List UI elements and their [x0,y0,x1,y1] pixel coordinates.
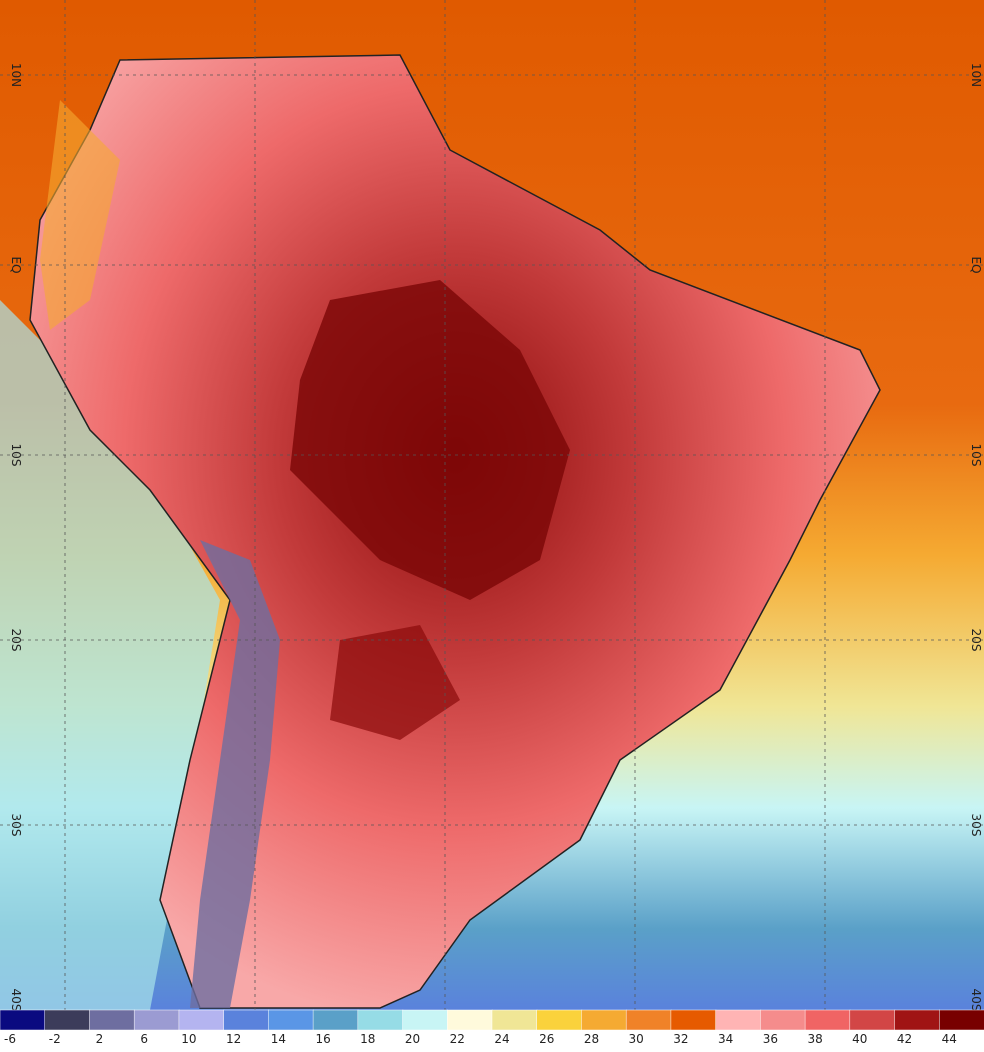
legend-label: 24 [494,1032,509,1046]
lat-label: EQ [969,256,983,273]
legend-label: 32 [673,1032,688,1046]
lat-label: 10N [9,63,23,87]
legend-label: 22 [450,1032,465,1046]
legend-label: 30 [629,1032,644,1046]
legend-swatch [178,1009,225,1031]
legend-swatch [581,1009,627,1031]
legend-label: 42 [897,1032,912,1046]
lat-label: 30S [969,814,983,837]
legend-label: -6 [4,1032,16,1046]
legend-label: 36 [763,1032,778,1046]
legend-swatch [312,1009,359,1031]
graticule [0,0,984,1010]
pacific-cool [0,300,220,1010]
legend-swatch [268,1009,314,1031]
legend-label: 18 [360,1032,375,1046]
lat-label: 20S [9,629,23,652]
legend-swatch [89,1009,135,1031]
lat-label: 10N [969,63,983,87]
legend-swatch [804,1009,851,1031]
lat-label: 40S [9,989,23,1012]
hot-south [330,625,460,740]
legend-swatch [849,1009,896,1031]
lat-label: 40S [969,989,983,1012]
legend-label: 26 [539,1032,554,1046]
lat-label: 20S [969,629,983,652]
legend-swatch [939,1009,984,1031]
lat-label: 30S [9,814,23,837]
legend-swatch [223,1009,270,1031]
andes-north [40,100,120,330]
legend-swatch [44,1009,91,1031]
legend-swatch [760,1009,806,1031]
legend-swatch [447,1009,493,1031]
legend-label: 38 [807,1032,822,1046]
andes [190,540,280,1008]
legend-label: 20 [405,1032,420,1046]
legend-swatch [894,1009,941,1031]
legend-label: 6 [140,1032,148,1046]
legend-swatch [536,1009,583,1031]
legend-label: 2 [96,1032,104,1046]
legend-label: 44 [942,1032,957,1046]
legend-label: 40 [852,1032,867,1046]
legend-label: 10 [181,1032,196,1046]
legend-swatch [625,1009,672,1031]
hot-core [290,280,570,600]
legend-swatch [715,1009,762,1031]
legend-label: 28 [584,1032,599,1046]
legend-swatch [670,1009,717,1031]
lat-label: 10S [9,444,23,467]
legend-label: 16 [315,1032,330,1046]
legend-swatch [0,1009,46,1031]
legend-label: 12 [226,1032,241,1046]
legend-label: 14 [271,1032,286,1046]
legend-label: 34 [718,1032,733,1046]
legend-swatch [133,1009,180,1031]
lat-label: 10S [969,444,983,467]
legend-label: -2 [49,1032,61,1046]
legend-swatch [357,1009,404,1031]
legend-swatch [402,1009,449,1031]
lat-label: EQ [9,256,23,273]
legend-swatch [491,1009,538,1031]
